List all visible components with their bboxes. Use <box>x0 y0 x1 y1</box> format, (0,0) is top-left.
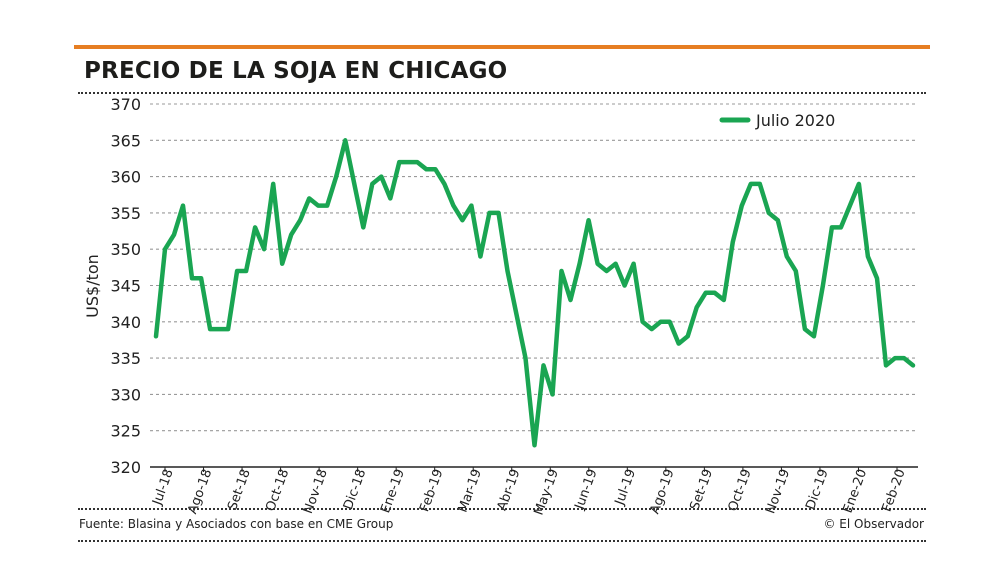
x-tick-label: Abr-19 <box>495 467 524 512</box>
footer-divider-top <box>78 508 926 510</box>
legend-label-julio-2020: Julio 2020 <box>755 111 835 130</box>
y-axis-label: US$/ton <box>83 254 102 318</box>
series-line-julio-2020 <box>153 138 916 448</box>
y-tick-label: 350 <box>110 240 141 259</box>
y-tick-label: 325 <box>110 422 141 441</box>
y-tick-label: 330 <box>110 385 141 404</box>
x-tick-label: Set-18 <box>225 467 254 512</box>
x-tick-label: Jun-19 <box>572 467 601 512</box>
y-tick-label: 365 <box>110 131 141 150</box>
x-tick-label: Feb-19 <box>417 467 446 514</box>
source-note: Fuente: Blasina y Asociados con base en … <box>79 517 394 531</box>
y-axis-ticks: 320 325 330 335 340 345 350 355 360 365 370 <box>110 95 141 477</box>
x-tick-label: Set-19 <box>687 467 716 512</box>
x-tick-label: Dic-19 <box>803 467 831 512</box>
x-tick-label: Jul-19 <box>612 467 639 508</box>
y-tick-label: 370 <box>110 95 141 114</box>
x-tick-label: Oct-18 <box>263 467 292 513</box>
series-layer <box>153 138 916 448</box>
y-tick-label: 335 <box>110 349 141 368</box>
footer-divider-bottom <box>78 540 926 542</box>
y-tick-label: 340 <box>110 313 141 332</box>
chart-title: PRECIO DE LA SOJA EN CHICAGO <box>84 58 508 84</box>
legend: Julio 2020 <box>719 111 835 130</box>
x-tick-label: Jul-18 <box>150 467 177 508</box>
y-tick-label: 320 <box>110 458 141 477</box>
grid-lines <box>150 103 918 432</box>
y-tick-label: 355 <box>110 204 141 223</box>
x-tick-label: Oct-19 <box>726 467 755 513</box>
x-tick-label: Feb-20 <box>880 467 909 514</box>
y-tick-label: 345 <box>110 277 141 296</box>
title-divider <box>78 92 926 94</box>
y-tick-label: 360 <box>110 168 141 187</box>
x-tick-label: Dic-18 <box>341 467 369 512</box>
top-accent-rule <box>74 45 930 49</box>
copyright-credit: © El Observador <box>823 517 924 531</box>
